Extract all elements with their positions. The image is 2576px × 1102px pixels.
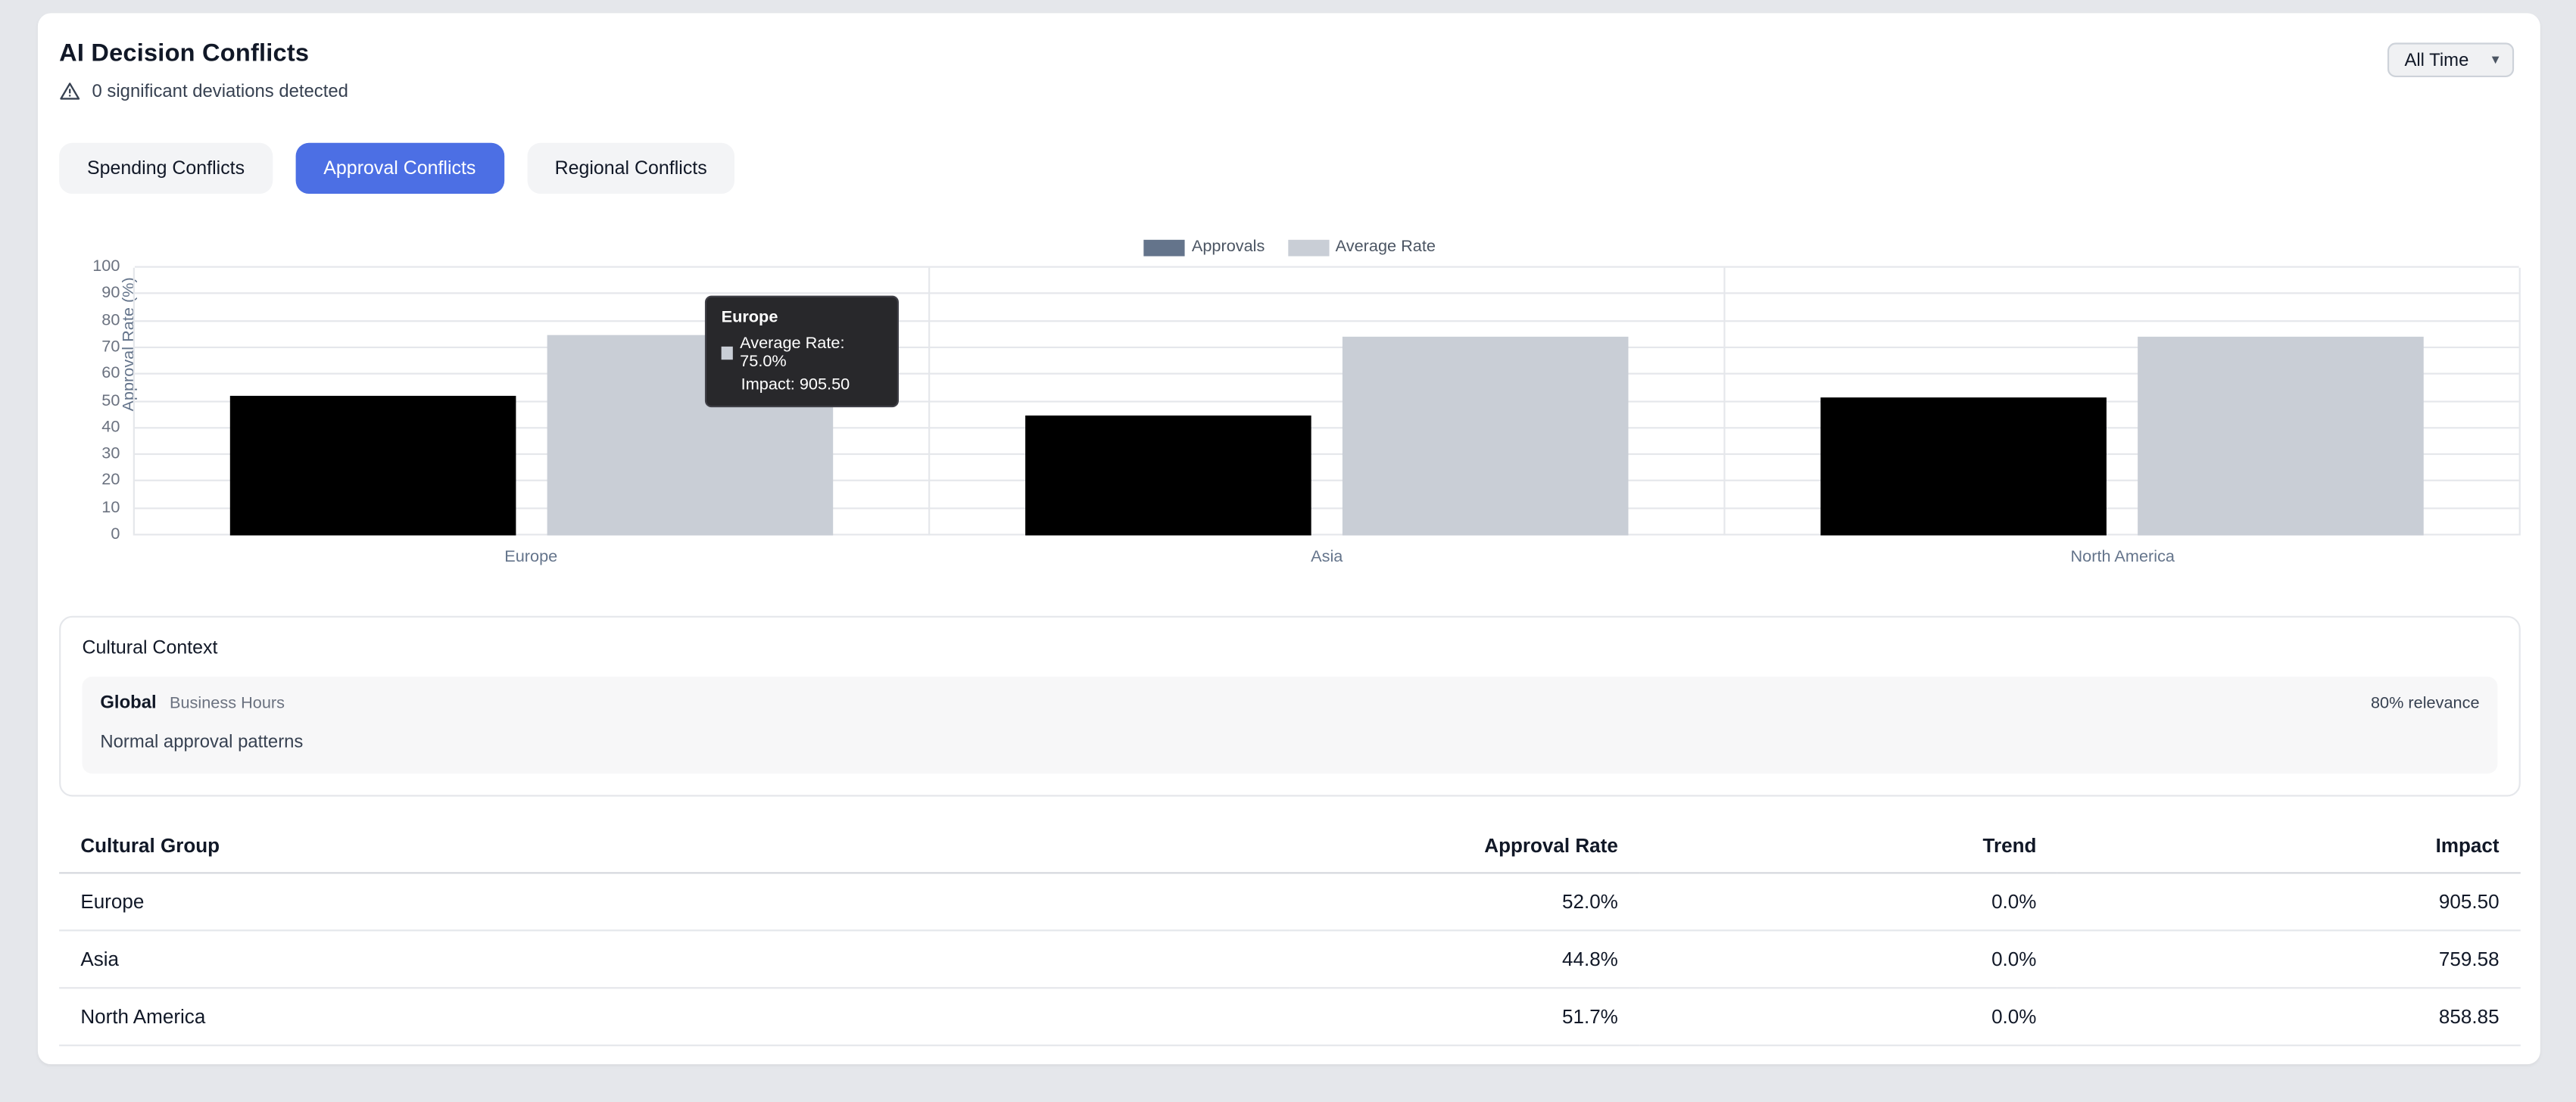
tooltip-title: Europe — [721, 308, 778, 327]
column-header-approval-rate: Approval Rate — [1290, 823, 1640, 874]
chart-legend: Approvals Average Rate — [59, 238, 2521, 257]
table-header-row: Cultural Group Approval Rate Trend Impac… — [59, 823, 2521, 874]
cultural-group-table: Cultural Group Approval Rate Trend Impac… — [59, 823, 2521, 1047]
cell-impact: 858.85 — [2057, 988, 2521, 1047]
gridline — [134, 453, 2519, 456]
y-tick-label: 50 — [101, 391, 120, 410]
cell-group: Europe — [59, 873, 1290, 932]
tab-regional-conflicts[interactable]: Regional Conflicts — [526, 142, 735, 195]
chevron-down-icon: ▾ — [2491, 51, 2500, 67]
legend-label-average-rate: Average Rate — [1335, 238, 1436, 257]
time-filter-value: All Time — [2404, 50, 2469, 70]
chart-body: Approval Rate (%) 0 10 20 30 40 50 60 70 80 90 100… — [59, 258, 2521, 544]
y-tick-label: 0 — [111, 525, 120, 544]
bar-approvals[interactable] — [1820, 397, 2107, 536]
y-axis-title-column: Approval Rate (%) — [59, 268, 139, 536]
legend-label-approvals: Approvals — [1191, 238, 1265, 257]
cell-group: Asia — [59, 930, 1290, 989]
table-row: North America 51.7% 0.0% 858.85 — [59, 988, 2521, 1047]
plot-area — [133, 266, 2521, 536]
cell-group: North America — [59, 988, 1290, 1047]
legend-item-average-rate: Average Rate — [1287, 238, 1436, 257]
tooltip-average-rate: Average Rate: 75.0% — [740, 335, 845, 372]
column-header-cultural-group: Cultural Group — [59, 823, 1290, 874]
x-axis-label: Europe — [504, 548, 558, 567]
tab-approval-conflicts[interactable]: Approval Conflicts — [295, 142, 504, 195]
gridline — [134, 506, 2519, 509]
bar-group-asia — [928, 267, 1723, 536]
x-axis-label: Asia — [1311, 548, 1343, 567]
tooltip-average-rate-row: Average Rate: 75.0% — [721, 335, 883, 372]
x-axis-label: North America — [2070, 548, 2175, 567]
y-tick-label: 90 — [101, 285, 120, 303]
time-filter-select[interactable]: All Time ▾ — [2387, 42, 2515, 77]
approval-rate-chart: Approvals Average Rate Approval Rate (%)… — [59, 238, 2521, 567]
y-tick-label: 30 — [101, 445, 120, 464]
gridline — [134, 292, 2519, 295]
table-row: Europe 52.0% 0.0% 905.50 — [59, 873, 2521, 932]
tab-spending-conflicts[interactable]: Spending Conflicts — [59, 142, 273, 195]
cell-approval-rate: 51.7% — [1290, 988, 1640, 1047]
gridline — [134, 400, 2519, 402]
page-title: AI Decision Conflicts — [59, 39, 310, 67]
cell-trend: 0.0% — [1639, 873, 2058, 932]
bar-group-north-america — [1723, 267, 2518, 536]
cell-approval-rate: 44.8% — [1290, 930, 1640, 989]
gridline — [134, 319, 2519, 322]
column-header-trend: Trend — [1639, 823, 2058, 874]
gridline — [134, 534, 2519, 536]
bar-average-rate[interactable] — [1343, 336, 1629, 536]
tooltip-impact: Impact: 905.50 — [741, 375, 850, 394]
conflict-tabs: Spending Conflicts Approval Conflicts Re… — [59, 142, 2521, 195]
chart-tooltip: Europe Average Rate: 75.0% Impact: 905.5… — [704, 295, 899, 408]
y-tick-label: 20 — [101, 472, 120, 490]
deviation-status-text: 0 significant deviations detected — [92, 81, 348, 101]
y-tick-label: 70 — [101, 338, 120, 356]
gridline — [134, 480, 2519, 482]
main-panel: AI Decision Conflicts 0 significant devi… — [37, 13, 2540, 1065]
cultural-context-item: Global Business Hours 80% relevance Norm… — [82, 677, 2498, 774]
warning-icon — [59, 80, 80, 101]
cultural-context-title: Cultural Context — [82, 639, 218, 659]
context-description: Normal approval patterns — [100, 732, 304, 752]
y-tick-label: 100 — [92, 257, 120, 276]
bar-groups — [135, 267, 2519, 536]
bar-approvals[interactable] — [229, 396, 516, 536]
cultural-context-card: Cultural Context Global Business Hours 8… — [59, 615, 2521, 797]
average-rate-swatch — [1287, 238, 1329, 256]
legend-item-approvals: Approvals — [1143, 238, 1265, 257]
x-axis: Europe Asia North America — [133, 549, 2521, 567]
context-tag: Business Hours — [170, 694, 285, 713]
cell-impact: 905.50 — [2057, 873, 2521, 932]
context-group-name: Global — [100, 693, 157, 713]
gridline — [134, 426, 2519, 428]
y-tick-label: 80 — [101, 311, 120, 330]
bar-approvals[interactable] — [1025, 415, 1311, 536]
cell-approval-rate: 52.0% — [1290, 873, 1640, 932]
context-item-header: Global Business Hours 80% relevance — [100, 693, 2479, 713]
y-axis: 0 10 20 30 40 50 60 70 80 90 100 — [86, 258, 133, 544]
approvals-swatch — [1143, 238, 1186, 256]
y-tick-label: 40 — [101, 418, 120, 437]
cell-impact: 759.58 — [2057, 930, 2521, 989]
table-row: Asia 44.8% 0.0% 759.58 — [59, 930, 2521, 989]
bar-group-europe — [135, 268, 928, 536]
gridline — [134, 373, 2519, 375]
y-tick-label: 10 — [101, 499, 120, 517]
column-header-impact: Impact — [2057, 823, 2521, 874]
cell-trend: 0.0% — [1639, 988, 2058, 1047]
plot-wrap: Europe Average Rate: 75.0% Impact: 905.5… — [133, 266, 2521, 536]
y-tick-label: 60 — [101, 365, 120, 384]
deviation-status: 0 significant deviations detected — [59, 80, 2521, 101]
cell-trend: 0.0% — [1639, 930, 2058, 989]
context-relevance: 80% relevance — [2370, 694, 2480, 713]
tooltip-swatch — [721, 346, 734, 360]
gridline — [134, 266, 2519, 268]
gridline — [134, 346, 2519, 348]
bar-average-rate[interactable] — [2138, 336, 2424, 536]
